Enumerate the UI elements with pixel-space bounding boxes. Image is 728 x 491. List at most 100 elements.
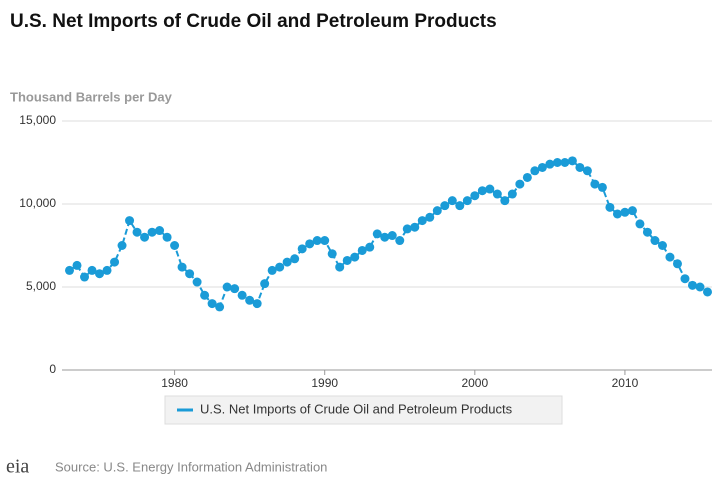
data-point (635, 219, 645, 229)
data-point (402, 224, 412, 234)
data-point (297, 244, 307, 254)
data-point (507, 189, 517, 199)
data-point (305, 239, 315, 249)
data-point (200, 290, 210, 300)
data-point (477, 186, 487, 196)
data-point (680, 274, 690, 284)
data-point (650, 236, 660, 246)
data-point (582, 166, 592, 176)
legend-label: U.S. Net Imports of Crude Oil and Petrol… (200, 401, 513, 416)
data-point (102, 265, 112, 275)
data-point (612, 209, 622, 219)
data-point (500, 196, 510, 206)
data-point (702, 287, 712, 297)
data-point (575, 162, 585, 172)
data-point (125, 216, 135, 226)
data-point (687, 280, 697, 290)
data-point (177, 262, 187, 272)
logo: eia (6, 456, 29, 478)
data-point (260, 279, 270, 289)
data-point (117, 241, 127, 250)
data-point (485, 184, 495, 194)
x-tick-label: 1980 (161, 376, 188, 390)
data-point (245, 295, 255, 305)
data-point (312, 236, 322, 246)
data-point (72, 260, 82, 270)
data-point (275, 262, 285, 272)
data-point (537, 162, 547, 172)
data-point (545, 159, 555, 169)
data-point (605, 202, 615, 212)
y-tick-label: 15,000 (19, 113, 56, 127)
data-point (350, 252, 360, 262)
data-point (567, 156, 577, 166)
data-point (222, 282, 232, 292)
data-point (230, 284, 240, 294)
data-point (110, 257, 120, 267)
data-point (657, 241, 667, 250)
data-point (185, 269, 195, 279)
data-point (447, 196, 457, 206)
data-point (87, 265, 97, 275)
data-point (335, 262, 345, 272)
data-point (410, 222, 420, 232)
data-point (365, 242, 375, 252)
data-point (80, 272, 90, 282)
y-tick-label: 0 (49, 362, 56, 376)
data-point (215, 302, 225, 312)
data-point (552, 158, 562, 167)
data-point (342, 255, 352, 265)
data-point (282, 257, 292, 267)
data-point (155, 226, 165, 236)
data-point (132, 227, 142, 237)
data-point (207, 299, 217, 309)
x-tick-label: 1990 (311, 376, 338, 390)
data-point (192, 277, 202, 287)
data-point (695, 282, 705, 292)
y-tick-label: 10,000 (19, 196, 56, 210)
data-point (290, 254, 300, 264)
data-point (387, 231, 397, 241)
data-point (440, 201, 450, 211)
x-tick-label: 2010 (612, 376, 639, 390)
data-point (522, 172, 532, 182)
data-point (530, 166, 540, 176)
data-point (147, 227, 157, 237)
data-point (432, 206, 442, 216)
data-point (327, 249, 337, 259)
data-point (590, 179, 600, 189)
data-point (237, 290, 247, 300)
data-point (492, 189, 502, 199)
x-tick-label: 2000 (461, 376, 488, 390)
data-point (267, 265, 277, 275)
data-point (170, 241, 180, 250)
data-point (642, 227, 652, 237)
data-point (320, 236, 330, 246)
data-point (425, 212, 435, 222)
data-point (417, 216, 427, 226)
data-point (455, 201, 465, 211)
chart-title: U.S. Net Imports of Crude Oil and Petrol… (10, 11, 497, 32)
data-point (672, 259, 682, 269)
data-point (560, 158, 570, 167)
data-point (597, 182, 607, 192)
data-point (357, 245, 367, 255)
data-point (162, 232, 172, 242)
data-point (252, 299, 262, 309)
data-point (515, 179, 525, 189)
y-axis-label: Thousand Barrels per Day (10, 89, 173, 104)
data-point (470, 191, 480, 201)
data-point (665, 252, 675, 262)
legend-box (164, 395, 563, 425)
data-point (95, 269, 105, 279)
data-point (140, 232, 150, 242)
data-point (395, 236, 405, 246)
data-point (627, 206, 637, 216)
data-point (462, 196, 472, 206)
data-point (620, 207, 630, 217)
data-point (380, 232, 390, 242)
source: Source: U.S. Energy Information Administ… (55, 459, 327, 474)
data-point (372, 229, 382, 239)
data-point (65, 265, 75, 275)
